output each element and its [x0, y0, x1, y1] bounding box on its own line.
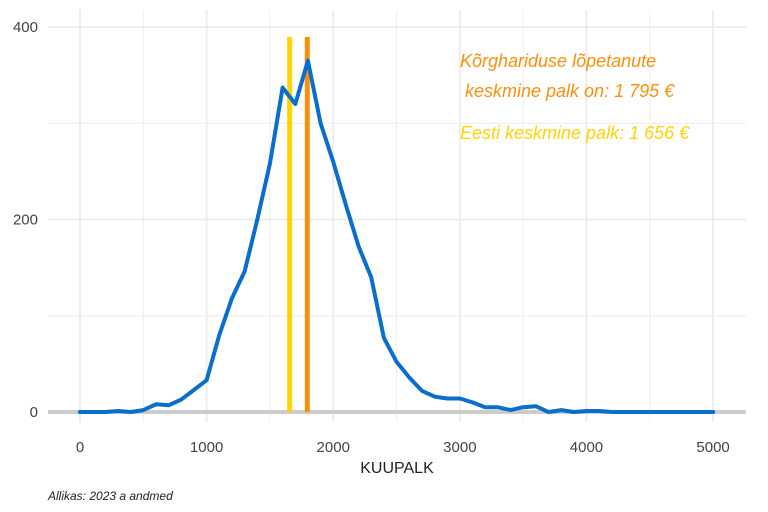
annotation-graduate-salary-line2: keskmine palk on: 1 795 € [460, 81, 675, 101]
y-tick-label-0: 0 [30, 404, 38, 421]
x-tick-label-5: 5000 [696, 439, 729, 456]
y-tick-label-2: 400 [13, 19, 38, 36]
series-line [78, 58, 716, 414]
y-axis-ticks: 0 200 400 [13, 19, 38, 421]
annotation-average-salary: Eesti keskmine palk: 1 656 € [460, 123, 690, 143]
annotation-graduate-salary-line1: Kõrghariduse lõpetanute [460, 51, 656, 71]
x-tick-label-3: 3000 [443, 439, 476, 456]
y-tick-label-1: 200 [13, 212, 38, 229]
x-axis-ticks: 0 1000 2000 3000 4000 5000 [76, 439, 730, 456]
x-axis-title: KUUPALK [360, 460, 434, 477]
x-tick-label-0: 0 [76, 439, 84, 456]
source-caption: Allikas: 2023 a andmed [47, 489, 173, 503]
x-tick-label-2: 2000 [317, 439, 350, 456]
x-tick-label-1: 1000 [190, 439, 223, 456]
x-tick-label-4: 4000 [570, 439, 603, 456]
